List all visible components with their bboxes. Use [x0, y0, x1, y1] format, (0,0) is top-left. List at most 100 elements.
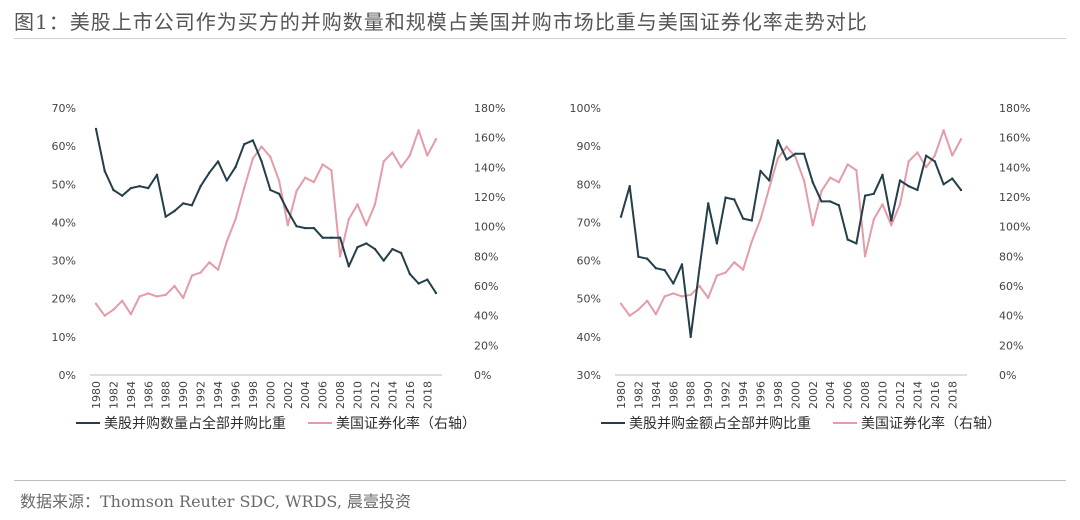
right-axis-tick-label: 160%	[999, 132, 1030, 145]
x-axis-tick-label: 1992	[720, 381, 733, 409]
series-1-point	[251, 157, 255, 160]
legend-label-0: 美股并购金额占全部并购比重	[629, 415, 811, 432]
series-1-point	[138, 295, 141, 298]
series-1-point	[951, 154, 954, 157]
x-axis-tick-label: 1986	[142, 381, 155, 409]
series-0-point	[216, 160, 220, 163]
series-0-point	[164, 215, 167, 218]
x-axis-tick-label: 1996	[229, 381, 242, 409]
series-1-point	[129, 313, 133, 316]
series-1-point	[872, 218, 875, 221]
series-1-point	[147, 292, 150, 295]
series-1-point	[741, 268, 745, 271]
x-axis-tick-label: 2012	[894, 381, 907, 409]
series-0-point	[147, 186, 150, 190]
series-points	[619, 129, 963, 339]
legend-label-1: 美国证券化率（右轴）	[336, 415, 476, 432]
series-0-point	[846, 238, 849, 241]
series-1-point	[759, 218, 762, 221]
series-1-point	[321, 163, 324, 166]
left-axis-tick-label: 20%	[52, 293, 76, 306]
series-0-point	[916, 188, 919, 192]
series-0-point	[338, 236, 342, 239]
series-1-point	[942, 129, 945, 132]
x-axis-tick-label: 1988	[685, 381, 698, 409]
right-axis-tick-label: 100%	[999, 221, 1030, 234]
series-0-point	[837, 204, 841, 207]
series-1-point	[837, 181, 841, 184]
x-axis-tick-label: 2016	[404, 381, 417, 409]
right-axis-tick-label: 0%	[474, 369, 491, 382]
series-1-point	[672, 292, 675, 295]
series-1-point	[707, 296, 710, 300]
series-0-point	[373, 247, 377, 251]
x-axis-tick-label: 1986	[667, 381, 680, 409]
x-axis-tick-label: 2018	[946, 381, 959, 409]
left-axis-tick-label: 40%	[52, 216, 76, 229]
x-axis-tick-label: 1982	[632, 381, 645, 409]
x-axis-tick-label: 2010	[877, 381, 890, 409]
x-axis-tick-label: 1998	[772, 381, 785, 409]
series-1-point	[733, 261, 736, 264]
left-axis-tick-label: 40%	[577, 331, 601, 344]
series-1-point	[811, 224, 814, 227]
series-0-point	[829, 200, 832, 203]
series-0-point	[103, 169, 106, 173]
left-axis-tick-label: 10%	[52, 331, 76, 344]
series-0-point	[434, 291, 438, 295]
series-0-point	[286, 209, 289, 213]
series-0-point	[129, 186, 133, 190]
series-0-point	[942, 183, 945, 186]
series-0-point	[321, 236, 324, 239]
series-0-point	[365, 242, 368, 245]
series-1-point	[234, 218, 237, 221]
series-0-point	[715, 242, 719, 245]
series-0-point	[243, 143, 246, 146]
left-axis-tick-label: 100%	[570, 102, 601, 115]
series-1-point	[776, 157, 780, 160]
series-0-point	[855, 242, 858, 245]
series-1-point	[680, 295, 684, 298]
series-1-point	[802, 179, 806, 182]
series-1-point	[829, 176, 832, 179]
series-1-point	[846, 163, 849, 166]
series-1-point	[750, 240, 753, 243]
series-0-point	[155, 173, 159, 176]
left-axis-tick-label: 30%	[52, 255, 76, 268]
series-0-point	[776, 139, 780, 142]
series-1-point	[689, 293, 692, 297]
x-axis-tick-label: 1994	[212, 381, 225, 409]
series-points	[94, 127, 438, 317]
left-axis-tick-label: 80%	[577, 178, 601, 191]
series-0-point	[933, 160, 936, 163]
x-axis-tick-label: 2008	[859, 381, 872, 409]
series-1-point	[330, 169, 333, 172]
series-0-point	[741, 217, 745, 220]
series-0-point	[663, 268, 666, 272]
series-1-point	[208, 261, 211, 264]
series-0-point	[724, 196, 727, 199]
series-1-point	[417, 129, 420, 132]
series-1-point	[356, 203, 359, 206]
series-0-point	[907, 185, 910, 188]
series-1-point	[933, 154, 936, 157]
right-axis-ticks: 0% 20% 40% 60% 80% 100% 120% 140% 160% 180%	[999, 102, 1030, 382]
series-1-point	[855, 169, 858, 172]
right-axis-tick-label: 20%	[999, 339, 1023, 352]
x-axis-tick-label: 1984	[650, 381, 663, 409]
x-axis-ticks: 1980 1982 1984 1986 1988 1990 1992 1994 1996 1998…	[90, 381, 434, 409]
series-line-1	[620, 129, 962, 317]
x-axis-tick-label: 1996	[754, 381, 767, 409]
series-line-0	[95, 128, 437, 294]
right-axis-tick-label: 120%	[474, 191, 505, 204]
series-0-point	[251, 139, 255, 142]
series-1-point	[164, 293, 167, 297]
left-axis-ticks: 0% 10% 20% 30% 40% 50% 60% 70%	[52, 102, 76, 382]
right-axis-tick-label: 140%	[999, 161, 1030, 174]
series-0-point	[173, 209, 176, 213]
right-axis-tick-label: 40%	[999, 310, 1023, 323]
x-axis-tick-label: 2000	[789, 381, 802, 409]
x-axis-tick-label: 1998	[247, 381, 260, 409]
x-axis-tick-label: 2010	[352, 381, 365, 409]
x-axis-tick-label: 2016	[929, 381, 942, 409]
